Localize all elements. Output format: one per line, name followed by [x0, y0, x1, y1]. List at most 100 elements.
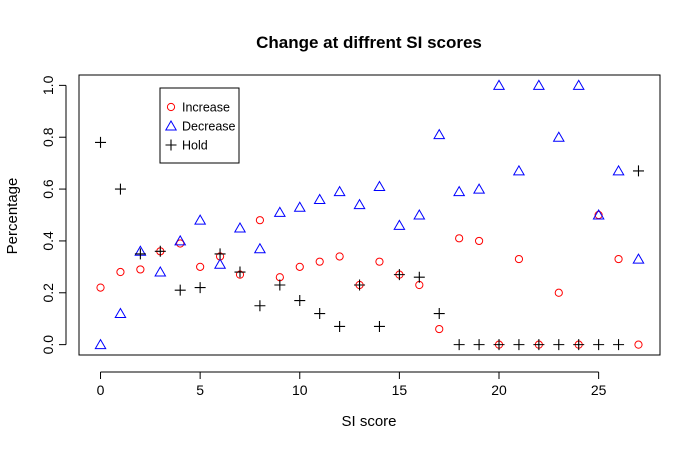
- legend-hold-label: Hold: [182, 139, 208, 153]
- hold-point: [214, 248, 226, 260]
- y-tick-label: 0.6: [40, 179, 56, 199]
- decrease-point: [433, 128, 446, 140]
- increase-point: [455, 234, 464, 243]
- increase-point: [96, 283, 105, 292]
- hold-point: [373, 320, 385, 332]
- hold-point: [513, 339, 525, 351]
- increase-point: [116, 267, 125, 277]
- data-points: [94, 79, 645, 351]
- decrease-point: [253, 242, 266, 254]
- series-decrease: [94, 79, 645, 350]
- increase-point: [136, 265, 145, 274]
- decrease-point: [373, 180, 386, 191]
- y-tick-label: 0.2: [40, 283, 56, 303]
- y-tick-label: 0.0: [40, 335, 56, 355]
- decrease-point: [94, 338, 107, 350]
- hold-point: [433, 308, 445, 320]
- chart-title: Change at diffrent SI scores: [256, 33, 482, 52]
- decrease-point: [154, 266, 167, 277]
- hold-point: [453, 339, 465, 351]
- increase-point: [435, 324, 444, 334]
- hold-point: [114, 183, 126, 195]
- hold-point: [95, 136, 107, 148]
- decrease-point: [492, 79, 506, 90]
- series-hold: [95, 136, 644, 351]
- legend-decrease-marker: [164, 120, 178, 131]
- increase-point: [614, 254, 623, 264]
- hold-point: [533, 339, 545, 351]
- y-tick-label: 0.4: [40, 231, 56, 251]
- legend-hold-marker: [165, 139, 177, 151]
- increase-point: [554, 288, 563, 297]
- hold-point: [493, 339, 505, 351]
- hold-point: [274, 279, 286, 291]
- hold-point: [194, 282, 206, 294]
- hold-point: [314, 308, 326, 320]
- hold-point: [473, 339, 485, 351]
- increase-point: [295, 262, 304, 271]
- increase-point: [176, 239, 185, 248]
- increase-point: [255, 216, 265, 225]
- legend-increase-marker: [166, 102, 176, 112]
- increase-point: [196, 262, 205, 271]
- legend-decrease-label: Decrease: [182, 120, 236, 134]
- hold-point: [174, 284, 186, 296]
- decrease-point: [532, 79, 545, 90]
- increase-point: [335, 252, 344, 261]
- decrease-point: [632, 253, 645, 264]
- hold-point: [632, 165, 644, 177]
- hold-point: [393, 269, 405, 281]
- y-axis-label: Percentage: [4, 178, 21, 255]
- x-axis: 0 5 10 15 20 25: [97, 371, 607, 398]
- decrease-point: [572, 79, 585, 90]
- legend: Increase Decrease Hold: [159, 87, 240, 164]
- decrease-point: [233, 221, 247, 233]
- decrease-point: [592, 209, 605, 220]
- hold-point: [354, 279, 366, 291]
- x-tick-label: 10: [292, 382, 308, 398]
- x-tick-label: 15: [392, 382, 408, 398]
- x-tick-label: 0: [97, 382, 105, 398]
- increase-point: [375, 257, 384, 266]
- hold-point: [154, 245, 166, 257]
- decrease-point: [174, 234, 187, 246]
- hold-point: [553, 339, 565, 351]
- hold-point: [234, 266, 246, 278]
- decrease-point: [333, 185, 346, 197]
- hold-point: [294, 295, 306, 307]
- series-increase: [96, 210, 643, 349]
- decrease-point: [273, 206, 286, 217]
- hold-point: [413, 271, 425, 283]
- hold-point: [613, 339, 625, 351]
- increase-point: [634, 340, 643, 349]
- hold-point: [134, 248, 146, 260]
- decrease-point: [413, 209, 426, 220]
- decrease-point: [393, 219, 406, 230]
- decrease-point: [353, 198, 366, 210]
- legend-increase-label: Increase: [182, 101, 230, 115]
- decrease-point: [512, 164, 526, 176]
- decrease-point: [612, 164, 625, 176]
- x-tick-label: 25: [591, 382, 607, 398]
- y-axis: 0.0 0.2 0.4 0.6 0.8 1.0: [40, 75, 67, 355]
- increase-point: [474, 236, 484, 246]
- increase-point: [315, 257, 324, 266]
- decrease-point: [114, 307, 127, 319]
- decrease-point: [453, 185, 466, 197]
- hold-point: [334, 320, 346, 332]
- decrease-point: [313, 193, 326, 204]
- decrease-point: [213, 258, 227, 269]
- hold-point: [254, 300, 266, 312]
- decrease-point: [473, 183, 486, 194]
- plot-area-frame: [78, 74, 661, 356]
- hold-point: [593, 339, 605, 351]
- x-axis-label: SI score: [341, 413, 396, 430]
- decrease-point: [552, 131, 565, 142]
- hold-point: [573, 339, 585, 351]
- y-tick-label: 1.0: [40, 75, 56, 95]
- increase-point: [514, 254, 524, 264]
- decrease-point: [293, 201, 306, 212]
- y-tick-label: 0.8: [40, 127, 56, 147]
- decrease-point: [194, 214, 207, 225]
